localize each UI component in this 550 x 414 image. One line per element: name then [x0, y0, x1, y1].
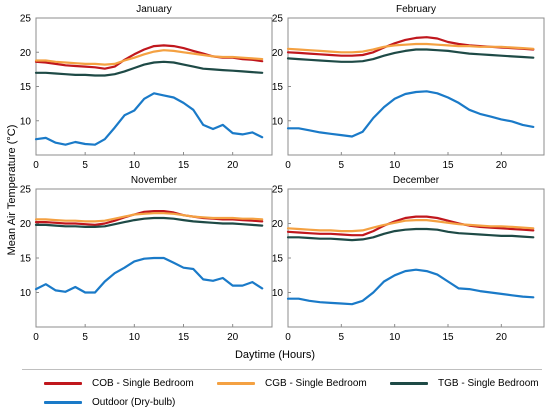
panel-november: November 10 15 20 25 0 5 10 15 20 — [20, 175, 273, 343]
y-tick-label: 15 — [272, 82, 284, 93]
y-tick-label: 20 — [20, 48, 32, 59]
y-tick-label: 10 — [272, 116, 284, 127]
y-tick-label: 10 — [272, 288, 284, 299]
legend-swatch-cgb — [217, 382, 255, 385]
x-tick-label: 5 — [339, 160, 345, 171]
panel-february: February 10 15 20 25 0 5 10 15 20 — [272, 4, 545, 171]
series-line-cgb — [286, 42, 535, 54]
y-tick-label: 25 — [272, 14, 284, 25]
series-line-tgb — [34, 216, 264, 228]
panel-title: February — [396, 4, 436, 15]
series-line-outdoor — [34, 92, 264, 146]
y-tick-label: 10 — [20, 116, 32, 127]
x-tick-label: 5 — [82, 160, 88, 171]
panel-title: November — [131, 175, 178, 186]
y-tick-label: 15 — [272, 254, 284, 265]
panel-january: January 10 15 20 25 0 5 10 15 20 — [20, 4, 273, 171]
y-tick-label: 20 — [272, 219, 284, 230]
x-tick-label: 15 — [442, 160, 454, 171]
x-tick-label: 15 — [178, 160, 190, 171]
y-tick-label: 20 — [272, 48, 284, 59]
x-tick-label: 5 — [82, 332, 88, 343]
x-tick-label: 0 — [33, 332, 39, 343]
y-tick-label: 25 — [272, 185, 284, 196]
x-tick-label: 15 — [442, 332, 454, 343]
legend-item-cgb: CGB - Single Bedroom — [217, 378, 367, 389]
legend-label-outdoor: Outdoor (Dry-bulb) — [92, 397, 176, 408]
x-tick-label: 0 — [285, 160, 291, 171]
series-line-tgb — [286, 48, 535, 63]
y-tick-label: 25 — [20, 185, 32, 196]
series-line-cgb — [34, 49, 264, 66]
series-line-tgb — [34, 60, 264, 77]
legend-item-cob: COB - Single Bedroom — [44, 378, 194, 389]
legend-swatch-outdoor — [44, 401, 82, 404]
series-line-outdoor — [34, 256, 264, 294]
legend-item-outdoor: Outdoor (Dry-bulb) — [44, 397, 175, 408]
x-tick-label: 20 — [227, 332, 239, 343]
legend-swatch-tgb — [390, 382, 428, 385]
x-tick-label: 15 — [178, 332, 190, 343]
x-tick-label: 10 — [389, 160, 401, 171]
series-line-cob — [286, 215, 535, 237]
x-axis-label: Daytime (Hours) — [234, 349, 316, 361]
panel-title: December — [393, 175, 440, 186]
x-tick-label: 10 — [129, 160, 141, 171]
x-tick-label: 20 — [496, 332, 508, 343]
x-tick-label: 10 — [389, 332, 401, 343]
legend-item-tgb: TGB - Single Bedroom — [390, 378, 539, 389]
plot-frame — [287, 188, 545, 328]
series-line-outdoor — [286, 268, 535, 306]
series-line-cob — [34, 210, 264, 226]
x-tick-label: 0 — [33, 160, 39, 171]
x-tick-label: 5 — [339, 332, 345, 343]
panel-december: December 10 15 20 25 0 5 10 15 20 — [272, 175, 545, 343]
series-line-tgb — [286, 227, 535, 242]
x-tick-label: 0 — [285, 332, 291, 343]
y-tick-label: 15 — [20, 254, 32, 265]
legend-swatch-cob — [44, 382, 82, 385]
legend-label-cob: COB - Single Bedroom — [92, 378, 194, 389]
y-tick-label: 20 — [20, 219, 32, 230]
legend: COB - Single Bedroom CGB - Single Bedroo… — [22, 369, 542, 414]
series-line-outdoor — [286, 90, 535, 138]
y-tick-label: 15 — [20, 82, 32, 93]
y-tick-label: 10 — [20, 288, 32, 299]
x-tick-label: 10 — [129, 332, 141, 343]
series-line-cgb — [34, 212, 264, 223]
x-tick-label: 20 — [496, 160, 508, 171]
legend-label-tgb: TGB - Single Bedroom — [438, 378, 539, 389]
legend-label-cgb: CGB - Single Bedroom — [265, 378, 367, 389]
series-line-cgb — [286, 219, 535, 233]
y-axis-label: Mean Air Temperature (°C) — [6, 124, 18, 256]
x-tick-label: 20 — [227, 160, 239, 171]
panel-title: January — [136, 4, 172, 15]
y-tick-label: 25 — [20, 14, 32, 25]
